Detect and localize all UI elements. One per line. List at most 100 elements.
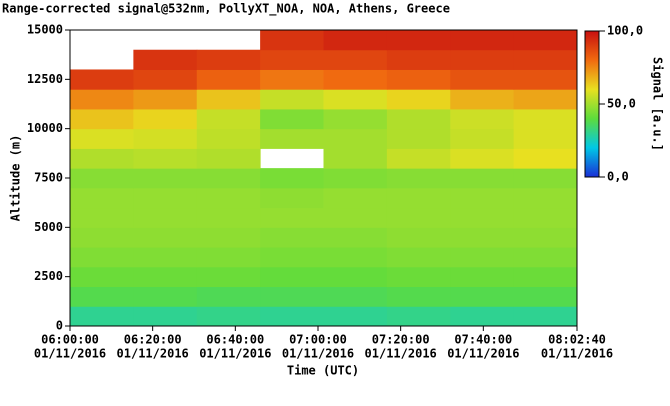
- x-tick-label: 07:20:00: [372, 333, 430, 347]
- heat-cell: [450, 30, 515, 51]
- heat-cell: [323, 49, 388, 70]
- heat-cell: [133, 266, 198, 288]
- heat-cell: [260, 187, 324, 209]
- heat-cell: [70, 108, 134, 130]
- heat-cell: [70, 148, 134, 169]
- heat-cell: [133, 187, 198, 209]
- heat-cell: [133, 128, 198, 149]
- heat-cell: [513, 30, 578, 51]
- heat-cell: [450, 227, 515, 248]
- x-tick-date: 01/11/2016: [365, 347, 437, 361]
- heat-cell: [260, 69, 324, 90]
- heat-cell: [133, 306, 198, 327]
- heat-cell: [196, 187, 261, 209]
- heat-cell: [323, 148, 388, 169]
- heat-cell: [196, 168, 261, 189]
- heat-cell: [323, 286, 388, 307]
- x-tick-label: 06:00:00: [41, 333, 99, 347]
- heat-cell: [386, 286, 451, 307]
- heat-cell: [196, 89, 261, 110]
- heat-cell: [513, 227, 578, 248]
- y-tick-label: 0: [56, 319, 63, 333]
- colorbar: [584, 30, 600, 178]
- heat-cell: [513, 128, 578, 149]
- chart-title: Range-corrected signal@532nm, PollyXT_NO…: [2, 2, 450, 17]
- heat-cell: [450, 306, 515, 327]
- y-tick-label: 15000: [27, 23, 63, 37]
- heat-cell: [450, 247, 515, 268]
- heat-cell: [133, 69, 198, 90]
- colorbar-tick-label: 100,0: [607, 24, 643, 38]
- heat-cell: [513, 187, 578, 209]
- heat-cell: [133, 49, 198, 70]
- heat-cell: [513, 266, 578, 288]
- heat-cell: [386, 306, 451, 327]
- heat-cell: [513, 286, 578, 307]
- heat-cell: [133, 108, 198, 130]
- heat-cell: [513, 207, 578, 228]
- y-tick-label: 10000: [27, 121, 63, 135]
- heat-cell: [70, 187, 134, 209]
- heat-cell: [513, 306, 578, 327]
- heat-cell: [260, 286, 324, 307]
- heat-cell: [196, 128, 261, 149]
- heat-cell: [196, 207, 261, 228]
- heat-cell: [513, 247, 578, 268]
- heat-cell: [513, 108, 578, 130]
- heat-cell: [70, 286, 134, 307]
- heat-cell: [196, 69, 261, 90]
- x-axis-label: Time (UTC): [287, 364, 359, 378]
- heat-cell: [260, 247, 324, 268]
- x-tick-date: 01/11/2016: [117, 347, 189, 361]
- heat-cell: [323, 227, 388, 248]
- heat-cell: [386, 89, 451, 110]
- heat-cell: [323, 247, 388, 268]
- heat-cell: [133, 148, 198, 169]
- heat-cell: [450, 148, 515, 169]
- heat-cell: [133, 89, 198, 110]
- heat-cell: [386, 187, 451, 209]
- heat-cell: [133, 207, 198, 228]
- y-tick-label: 5000: [34, 220, 63, 234]
- heat-cell: [133, 168, 198, 189]
- heat-cell: [70, 128, 134, 149]
- heat-cell: [450, 89, 515, 110]
- heat-cell: [323, 30, 388, 51]
- heat-cell: [323, 168, 388, 189]
- heat-cell: [70, 168, 134, 189]
- x-tick-label: 06:20:00: [124, 333, 182, 347]
- heat-cell: [260, 30, 324, 51]
- heat-cell: [260, 89, 324, 110]
- heat-cell: [386, 266, 451, 288]
- heat-cell: [70, 306, 134, 327]
- x-tick-date: 01/11/2016: [541, 347, 613, 361]
- heat-cell: [70, 227, 134, 248]
- heat-cell: [513, 49, 578, 70]
- x-tick-date: 01/11/2016: [199, 347, 271, 361]
- heat-cell: [450, 187, 515, 209]
- heat-cell: [386, 247, 451, 268]
- heat-cell: [450, 69, 515, 90]
- heat-cell: [513, 69, 578, 90]
- heat-cell: [133, 247, 198, 268]
- heat-cell: [196, 306, 261, 327]
- heat-cell: [450, 207, 515, 228]
- heat-cell: [70, 89, 134, 110]
- heat-cell: [323, 128, 388, 149]
- colorbar-tick-label: 0,0: [607, 170, 629, 184]
- x-tick-date: 01/11/2016: [447, 347, 519, 361]
- x-tick-label: 08:02:40: [548, 333, 606, 347]
- heat-cell: [196, 286, 261, 307]
- heat-cell: [323, 108, 388, 130]
- heat-cell: [386, 69, 451, 90]
- heat-cell: [450, 128, 515, 149]
- heat-cell: [323, 69, 388, 90]
- heat-cell: [260, 227, 324, 248]
- colorbar-label: Signal [a.u.]: [651, 57, 665, 151]
- heat-cell: [513, 148, 578, 169]
- heat-cell: [513, 89, 578, 110]
- heat-cell: [323, 89, 388, 110]
- heat-cell: [386, 30, 451, 51]
- heat-cell: [323, 306, 388, 327]
- heat-cell: [260, 49, 324, 70]
